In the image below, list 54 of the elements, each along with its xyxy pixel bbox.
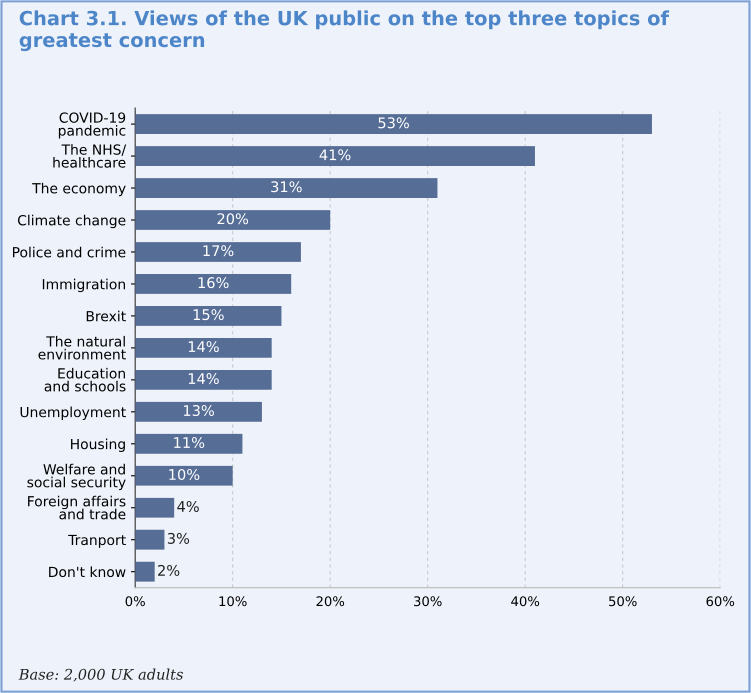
bar bbox=[135, 338, 272, 358]
bar bbox=[135, 466, 233, 486]
data-label: 41% bbox=[320, 149, 350, 160]
bar bbox=[135, 306, 282, 326]
data-label: 13% bbox=[184, 405, 214, 416]
y-tick-label: Immigration bbox=[42, 278, 125, 292]
bar bbox=[135, 562, 155, 582]
data-label: 2% bbox=[158, 564, 180, 576]
data-label: 14% bbox=[188, 373, 219, 384]
bar bbox=[135, 274, 292, 294]
bar bbox=[135, 530, 164, 550]
bar bbox=[135, 114, 652, 134]
y-tick-label: Climate change bbox=[18, 214, 126, 228]
data-label: 10% bbox=[169, 468, 200, 480]
bar bbox=[135, 242, 301, 262]
x-tick-label: 40% bbox=[511, 596, 540, 606]
y-tick-label: Tranport bbox=[68, 534, 126, 548]
data-label: 17% bbox=[203, 245, 234, 256]
bar bbox=[135, 434, 242, 454]
bar bbox=[135, 146, 535, 166]
data-label: 31% bbox=[271, 181, 302, 192]
y-tick-label: Unemployment bbox=[20, 406, 126, 420]
x-tick-label: 20% bbox=[316, 596, 344, 606]
data-label: 20% bbox=[218, 213, 248, 224]
x-tick-label: 0% bbox=[126, 596, 145, 606]
y-tick-label: Education and schools bbox=[44, 368, 126, 392]
y-tick-label: The economy bbox=[32, 182, 126, 196]
data-label: 3% bbox=[168, 532, 190, 544]
bar bbox=[135, 402, 262, 422]
data-label: 53% bbox=[378, 117, 409, 128]
x-tick-label: 50% bbox=[609, 596, 637, 606]
chart-title: Chart 3.1. Views of the UK public on the top three topics of greatest concern bbox=[20, 10, 670, 52]
x-tick-label: 30% bbox=[414, 596, 442, 606]
y-tick-label: COVID-19 pandemic bbox=[58, 112, 126, 138]
bar bbox=[135, 178, 438, 198]
x-tick-label: 60% bbox=[706, 596, 734, 606]
y-tick-label: Don't know bbox=[49, 566, 126, 578]
y-tick-label: The natural environment bbox=[38, 336, 126, 360]
y-tick-label: Housing bbox=[71, 438, 125, 452]
data-label: 14% bbox=[188, 341, 219, 352]
data-label: 16% bbox=[198, 277, 229, 288]
y-tick-label: Police and crime bbox=[13, 246, 126, 258]
y-tick-label: The NHS/ healthcare bbox=[53, 144, 126, 168]
bar bbox=[135, 370, 272, 390]
bar bbox=[135, 210, 330, 230]
x-tick-label: 10% bbox=[219, 596, 247, 606]
bar bbox=[135, 498, 174, 518]
y-tick-label: Brexit bbox=[86, 310, 126, 322]
text: Base: 2,000 UK adults bbox=[18, 668, 183, 682]
data-label: 4% bbox=[177, 500, 199, 512]
data-label: 11% bbox=[174, 437, 204, 448]
y-tick-label: Foreign affairs and trade bbox=[28, 496, 126, 520]
data-label: 15% bbox=[194, 309, 224, 320]
y-tick-label: Welfare and social security bbox=[27, 464, 126, 490]
